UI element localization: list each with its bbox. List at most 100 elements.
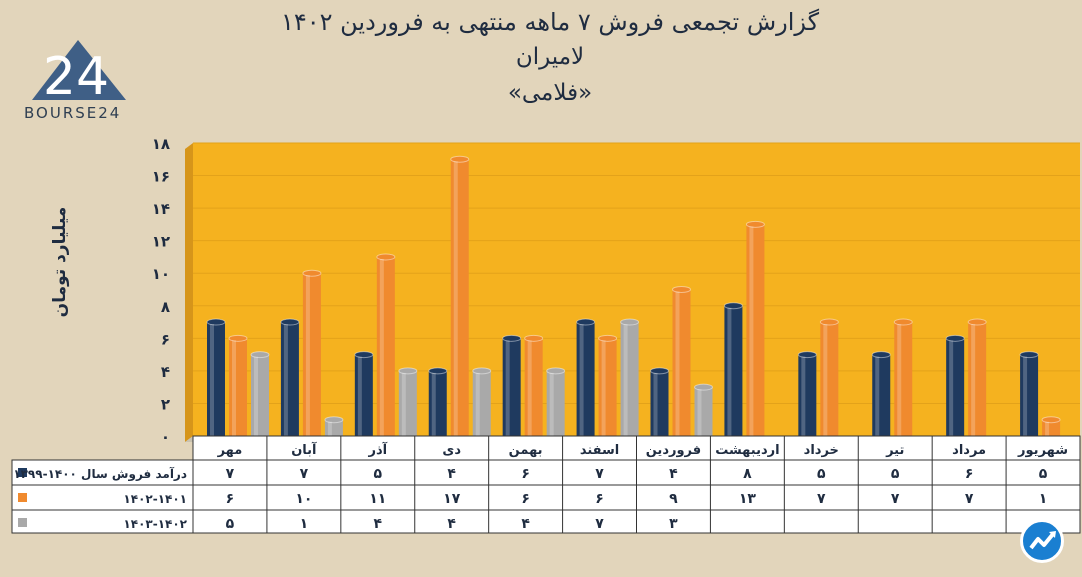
data-value-cell: ۴ [669,466,678,482]
bar-highlight [875,356,880,436]
bar-cap [280,318,300,326]
category-label: اسفند [580,443,619,458]
bar-cap [302,269,322,277]
bar [872,354,891,436]
bar-cap [893,318,913,326]
chart-title: گزارش تجمعی فروش ۷ ماهه منتهی به فروردین… [280,8,820,36]
ticker-symbol: «فلامی» [507,80,593,106]
y-tick-label: ۱۸ [152,135,170,153]
data-value-cell: ۷ [965,491,974,507]
data-value-cell: ۱۰ [295,491,312,507]
data-value-cell: ۵ [1039,466,1048,482]
y-tick-label: ۸ [161,298,170,316]
bar-highlight [971,324,976,436]
bar-cap [945,334,965,342]
bar-cap [206,318,226,326]
bar-cap [576,318,596,326]
bourse24-logo-icon: 24 [32,40,126,107]
bar-cap [546,367,566,375]
data-value-cell: ۶ [595,491,604,507]
data-value-cell: ۹ [669,491,678,507]
bar [598,338,617,436]
data-value-cell: ۴ [521,516,530,532]
bar [207,322,225,436]
bar-cap [723,302,743,310]
bar [324,419,343,436]
bar-cap [398,367,418,375]
data-value-cell: ۶ [521,466,530,482]
bar-highlight [675,291,680,436]
bar-cap [1041,416,1061,424]
data-value-cell: ۵ [374,466,383,482]
y-tick-label: ۴ [161,363,170,381]
bar [1042,419,1061,436]
bar-cap [694,383,713,391]
bar [894,322,913,436]
bar [694,387,713,436]
table-row [11,484,1081,511]
bar-highlight [305,275,310,436]
bar [746,224,765,436]
bar-cap [672,286,691,293]
bar [576,322,595,436]
data-value-cell: ۷ [817,491,826,507]
bar-highlight [623,324,628,436]
category-label: بهمن [509,443,543,458]
bar-highlight [1045,421,1050,436]
series-legend-label: ۱۴۰۲-۱۴۰۱ [123,492,187,506]
data-value-cell: ۱ [1039,491,1048,507]
bar [376,256,395,436]
data-value-cell: ۵ [891,466,900,482]
bar [968,322,987,436]
data-value-cell: ۴ [374,516,383,532]
logo-text: BOURSE24 [24,104,122,122]
bar [229,338,247,436]
bar-cap [598,334,618,342]
data-value-cell: ۶ [521,491,530,507]
series-legend-label: ۱۴۰۳-۱۴۰۲ [123,517,187,531]
bar [672,289,691,436]
trend-badge-icon [1020,519,1064,563]
bar-highlight [254,356,258,436]
bar-cap [354,351,374,359]
y-tick-label: ۱۴ [152,200,170,218]
y-tick-label: ۱۲ [152,233,170,251]
bar-highlight [475,372,480,436]
legend-swatch [18,518,27,527]
data-value-cell: ۶ [226,491,235,507]
bar-cap [650,367,669,375]
bar-highlight [210,324,214,436]
bar-highlight [232,340,236,436]
bar-cap [819,318,839,326]
bar [472,370,491,436]
bar-highlight [527,340,532,436]
bar-highlight [601,340,606,436]
y-tick-label: ۰ [161,428,170,446]
bar [724,305,743,436]
bar-cap [1019,351,1039,359]
bar-cap [797,351,817,359]
data-value-cell: ۷ [226,466,235,482]
bar-cap [228,334,248,342]
bar-highlight [401,372,406,436]
bar [251,354,269,436]
bar-cap [967,318,987,326]
bar-cap [871,351,891,359]
y-tick-label: ۱۶ [152,168,170,186]
category-label: خرداد [804,443,839,458]
bar-cap [428,367,448,375]
bar-highlight [949,340,954,436]
category-label: مرداد [952,443,986,458]
bar-highlight [727,307,732,436]
bar [398,370,417,436]
bar-highlight [505,340,510,436]
bar-highlight [357,356,362,436]
bar-cap [250,351,270,359]
data-value-cell: ۱۷ [443,491,461,507]
bar-highlight [1023,356,1028,436]
bar [946,338,965,436]
bar [620,322,639,436]
bar-cap [376,253,396,261]
